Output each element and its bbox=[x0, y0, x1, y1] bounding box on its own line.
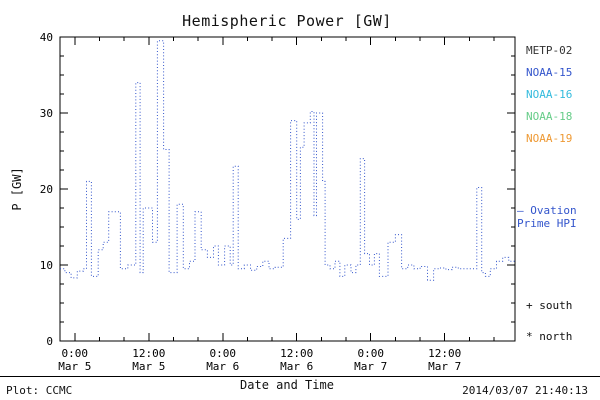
svg-text:40: 40 bbox=[40, 31, 53, 44]
svg-text:Mar 7: Mar 7 bbox=[428, 360, 461, 373]
svg-text:0:00: 0:00 bbox=[357, 347, 384, 360]
x-axis-label: Date and Time bbox=[240, 378, 334, 392]
chart-title: Hemispheric Power [GW] bbox=[182, 12, 392, 30]
svg-text:Mar 6: Mar 6 bbox=[280, 360, 313, 373]
legend-item: NOAA-19 bbox=[526, 132, 573, 145]
plot-timestamp: 2014/03/07 21:40:13 bbox=[462, 384, 588, 397]
svg-text:0: 0 bbox=[46, 335, 53, 348]
svg-text:Mar 7: Mar 7 bbox=[354, 360, 387, 373]
satellite-legend: METP-02 NOAA-15 NOAA-16 NOAA-18 NOAA-19 bbox=[526, 44, 572, 154]
svg-text:12:00: 12:00 bbox=[132, 347, 165, 360]
svg-text:Mar 5: Mar 5 bbox=[132, 360, 165, 373]
svg-text:10: 10 bbox=[40, 259, 53, 272]
svg-text:Mar 5: Mar 5 bbox=[58, 360, 91, 373]
south-marker-label: + south bbox=[526, 299, 573, 312]
svg-text:0:00: 0:00 bbox=[62, 347, 89, 360]
ovation-line1: – Ovation bbox=[517, 204, 577, 217]
legend-item: NOAA-16 bbox=[526, 88, 573, 101]
north-marker-label: * north bbox=[526, 330, 573, 343]
legend-item: NOAA-15 bbox=[526, 66, 573, 79]
legend-item: NOAA-18 bbox=[526, 110, 573, 123]
plot-source-label: Plot: CCMC bbox=[6, 384, 73, 397]
ovation-prime-label: – Ovation Prime HPI bbox=[517, 204, 577, 230]
svg-text:20: 20 bbox=[40, 183, 53, 196]
svg-text:30: 30 bbox=[40, 107, 53, 120]
svg-text:Mar 6: Mar 6 bbox=[206, 360, 239, 373]
svg-text:12:00: 12:00 bbox=[280, 347, 313, 360]
svg-text:0:00: 0:00 bbox=[210, 347, 237, 360]
svg-text:12:00: 12:00 bbox=[428, 347, 461, 360]
ovation-line2: Prime HPI bbox=[517, 217, 577, 230]
legend-item: METP-02 bbox=[526, 44, 573, 57]
